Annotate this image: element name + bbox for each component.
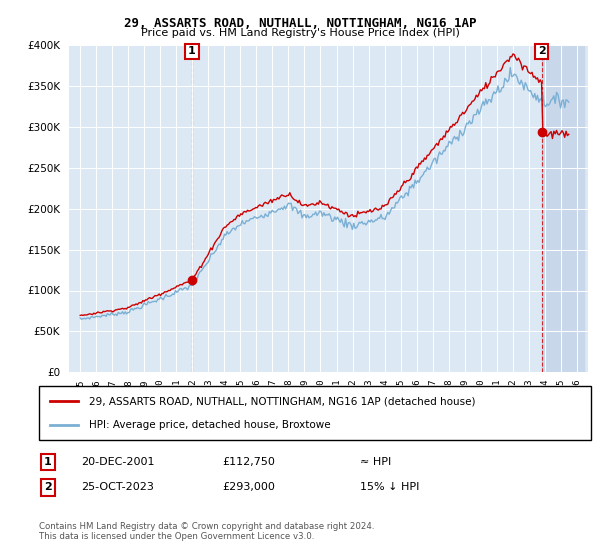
Text: 2: 2: [44, 482, 52, 492]
Text: 29, ASSARTS ROAD, NUTHALL, NOTTINGHAM, NG16 1AP (detached house): 29, ASSARTS ROAD, NUTHALL, NOTTINGHAM, N…: [89, 396, 475, 407]
Text: Contains HM Land Registry data © Crown copyright and database right 2024.
This d: Contains HM Land Registry data © Crown c…: [39, 522, 374, 542]
Text: £293,000: £293,000: [222, 482, 275, 492]
Text: 2: 2: [538, 46, 545, 57]
Bar: [542, 45, 585, 372]
Text: 29, ASSARTS ROAD, NUTHALL, NOTTINGHAM, NG16 1AP: 29, ASSARTS ROAD, NUTHALL, NOTTINGHAM, N…: [124, 17, 476, 30]
Text: 15% ↓ HPI: 15% ↓ HPI: [360, 482, 419, 492]
Text: £112,750: £112,750: [222, 457, 275, 467]
Text: 1: 1: [188, 46, 196, 57]
FancyBboxPatch shape: [39, 386, 591, 440]
Text: HPI: Average price, detached house, Broxtowe: HPI: Average price, detached house, Brox…: [89, 419, 331, 430]
Text: 1: 1: [44, 457, 52, 467]
Text: Price paid vs. HM Land Registry's House Price Index (HPI): Price paid vs. HM Land Registry's House …: [140, 28, 460, 38]
Text: 20-DEC-2001: 20-DEC-2001: [81, 457, 155, 467]
Text: ≈ HPI: ≈ HPI: [360, 457, 391, 467]
Text: 25-OCT-2023: 25-OCT-2023: [81, 482, 154, 492]
